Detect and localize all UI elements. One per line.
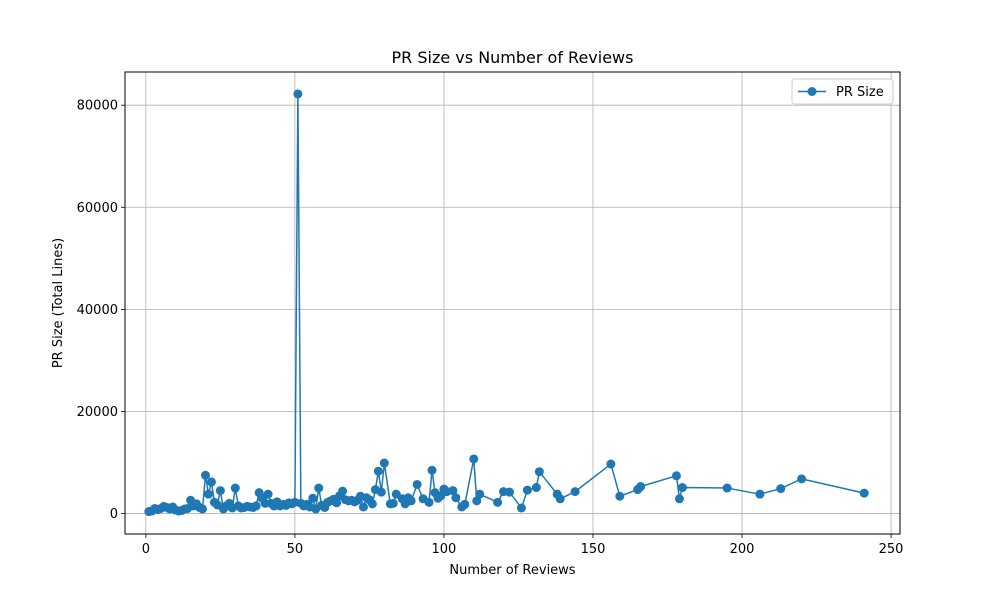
y-tick-label: 0 (110, 507, 118, 522)
data-point (555, 494, 565, 504)
data-point (308, 493, 318, 503)
data-point (448, 486, 458, 496)
data-point (293, 89, 303, 99)
data-point (755, 489, 765, 499)
data-point (388, 498, 398, 508)
data-point (615, 491, 625, 501)
data-point (376, 487, 386, 497)
data-point (469, 454, 479, 464)
data-point (251, 501, 261, 511)
data-point (263, 489, 273, 499)
legend-marker-swatch (807, 87, 817, 96)
ticks: 0 50 100 150 200 250 0 20000 40000 60000 80000 (77, 99, 904, 557)
data-point (406, 496, 416, 506)
data-point (531, 483, 541, 493)
data-point (516, 503, 526, 513)
series-group (144, 89, 869, 517)
data-point (722, 483, 732, 493)
data-point (475, 489, 485, 499)
y-tick-label: 20000 (77, 405, 118, 420)
plot-area-frame (124, 71, 901, 535)
data-point (206, 477, 216, 487)
data-point (859, 488, 869, 498)
data-point (215, 486, 225, 496)
data-point (412, 479, 422, 489)
data-point (198, 504, 207, 514)
data-point (230, 483, 240, 493)
data-point (674, 494, 684, 504)
x-axis-label: Number of Reviews (449, 563, 575, 578)
data-point (570, 487, 580, 497)
x-tick-label: 100 (432, 542, 457, 557)
legend: PR Size (791, 78, 894, 105)
data-point (424, 497, 434, 507)
data-point (314, 483, 324, 493)
data-point (797, 474, 807, 484)
data-point (776, 484, 786, 494)
data-point (379, 458, 389, 468)
data-point (358, 502, 368, 512)
y-tick-label: 40000 (77, 303, 118, 318)
y-tick-label: 60000 (77, 201, 118, 216)
data-point (427, 465, 437, 475)
x-tick-label: 0 (142, 542, 150, 557)
x-tick-label: 50 (287, 542, 304, 557)
data-point (200, 470, 210, 480)
data-point (367, 499, 377, 509)
legend-entry-label: PR Size (836, 85, 884, 100)
data-point (373, 466, 383, 476)
data-point (338, 486, 348, 496)
y-axis-label: PR Size (Total Lines) (51, 238, 66, 368)
data-point (522, 485, 532, 495)
data-point (451, 493, 461, 503)
legend-box (791, 78, 894, 105)
x-tick-label: 200 (730, 542, 755, 557)
data-point (677, 483, 687, 493)
chart-title: PR Size vs Number of Reviews (392, 48, 634, 67)
data-point (332, 498, 342, 508)
data-point (505, 487, 515, 497)
y-tick-label: 80000 (77, 99, 118, 114)
data-point (606, 459, 616, 469)
data-point (493, 497, 503, 507)
gridlines (125, 72, 900, 534)
data-point (203, 489, 213, 499)
data-point (636, 482, 646, 492)
x-tick-label: 150 (581, 542, 606, 557)
data-point (534, 467, 544, 477)
data-point (460, 499, 470, 509)
data-point (671, 471, 681, 481)
x-tick-label: 250 (879, 542, 904, 557)
